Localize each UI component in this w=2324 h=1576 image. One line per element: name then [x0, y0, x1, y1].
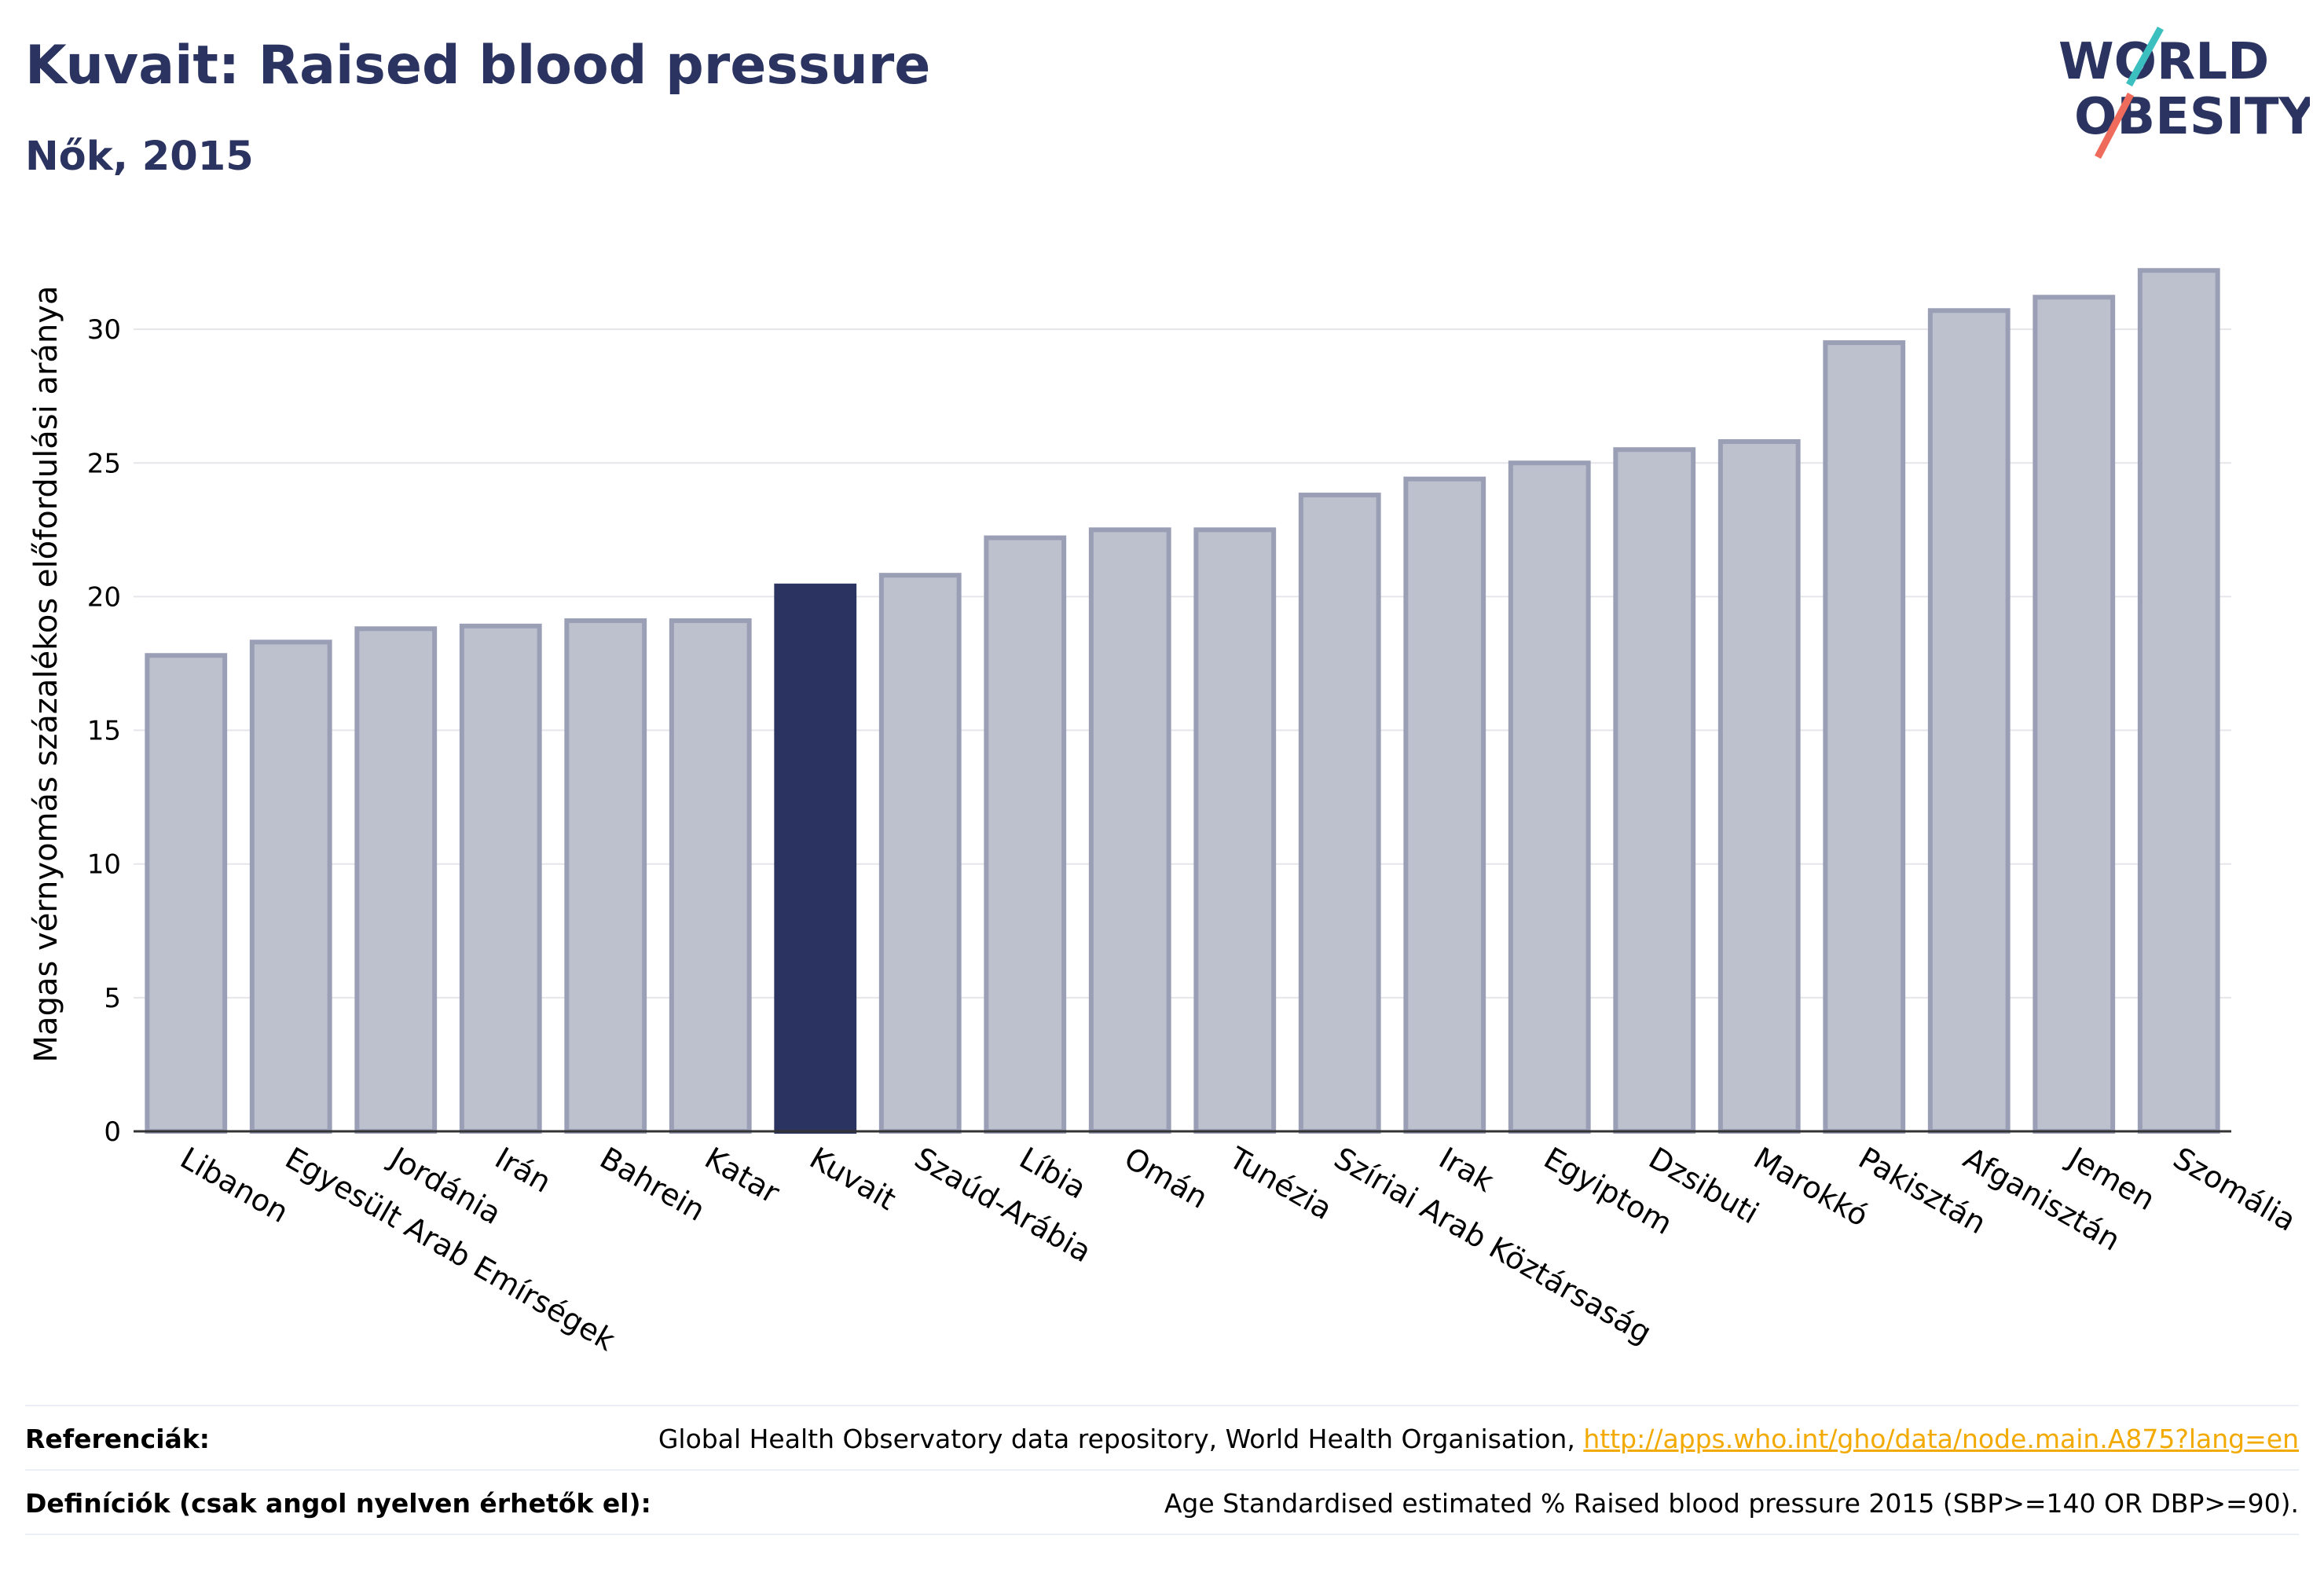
x-tick-label: Irán — [489, 1141, 557, 1200]
references-link[interactable]: http://apps.who.int/gho/data/node.main.A… — [1583, 1424, 2299, 1454]
bar — [1298, 493, 1381, 1134]
y-tick-label: 25 — [87, 448, 121, 479]
x-tick-label: Bahrein — [594, 1141, 711, 1228]
references-row: Referenciák: Global Health Observatory d… — [25, 1424, 2299, 1454]
grid-lines — [134, 328, 2231, 999]
bar — [1823, 340, 1906, 1134]
y-tick-label: 10 — [87, 849, 121, 881]
definitions-label: Definíciók (csak angol nyelven érhetők e… — [25, 1488, 651, 1519]
x-tick-label: Libanon — [174, 1141, 294, 1230]
footer-divider-bottom — [25, 1534, 2299, 1535]
y-tick-labels: 0 5 10 15 20 25 30 — [87, 314, 121, 1148]
y-axis-label: Magas vérnyomás százalékos előfordulási … — [28, 286, 64, 1063]
logo-line-1: WORLD — [2058, 33, 2269, 91]
bar — [564, 618, 647, 1134]
bar — [984, 535, 1067, 1134]
x-tick-label: Líbia — [1014, 1141, 1092, 1206]
bar — [878, 573, 962, 1134]
bar — [1508, 460, 1591, 1134]
logo-line-2: OBESITY — [2074, 88, 2310, 146]
bar — [1088, 527, 1171, 1134]
logo-slash-teal — [2126, 26, 2164, 87]
bar — [1717, 439, 1801, 1134]
bar — [2033, 295, 2116, 1134]
bar — [459, 623, 542, 1134]
x-tick-label: Kuvait — [804, 1141, 901, 1217]
bar — [1193, 527, 1277, 1134]
chart-title: Kuvait: Raised blood pressure — [25, 35, 931, 97]
bar — [1927, 308, 2011, 1134]
references-text: Global Health Observatory data repositor… — [658, 1424, 1575, 1454]
x-tick-label: Irak — [1433, 1141, 1499, 1199]
bar — [669, 618, 752, 1134]
x-tick-label: Omán — [1119, 1141, 1214, 1215]
bar — [249, 640, 332, 1134]
bar — [2137, 268, 2220, 1134]
footer-divider-top — [25, 1405, 2299, 1406]
x-tick-label: Tunézia — [1222, 1140, 1338, 1226]
x-tick-label: Szaúd-Arábia — [909, 1141, 1098, 1270]
references-value: Global Health Observatory data repositor… — [658, 1424, 2299, 1454]
bars — [145, 268, 2220, 1134]
bar — [145, 653, 228, 1134]
x-tick-label: Marokkó — [1748, 1141, 1875, 1233]
footer-divider-middle — [25, 1469, 2299, 1471]
x-tick-label: Szomália — [2168, 1141, 2302, 1238]
definitions-text: Age Standardised estimated % Raised bloo… — [1164, 1488, 2299, 1519]
chart-subtitle: Nők, 2015 — [25, 134, 254, 180]
y-tick-label: 30 — [87, 314, 121, 346]
definitions-row: Definíciók (csak angol nyelven érhetők e… — [25, 1488, 2299, 1519]
y-tick-label: 20 — [87, 581, 121, 613]
bar — [1613, 447, 1696, 1134]
references-label: Referenciák: — [25, 1424, 210, 1454]
world-obesity-logo: WORLD OBESITY — [2058, 26, 2310, 159]
y-tick-label: 5 — [104, 983, 121, 1014]
bar — [1403, 476, 1486, 1134]
bar — [354, 626, 438, 1134]
y-tick-label: 15 — [87, 716, 121, 747]
bar-highlighted — [774, 583, 857, 1134]
x-tick-label: Katar — [699, 1141, 786, 1211]
y-tick-label: 0 — [104, 1116, 121, 1148]
logo-slash-coral — [2095, 92, 2134, 159]
